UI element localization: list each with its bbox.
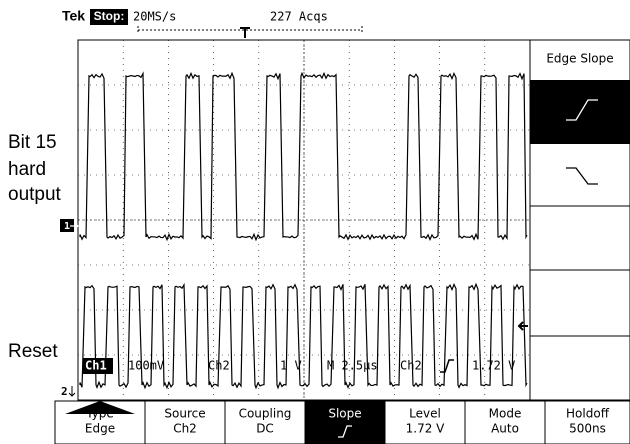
trigger-level-marker bbox=[519, 322, 528, 330]
channel1-label: Bit 15 bbox=[8, 132, 57, 153]
menu-label: Holdoff bbox=[566, 407, 610, 421]
ch1-scale: 100mV bbox=[128, 359, 164, 373]
trigger-position bbox=[240, 28, 250, 38]
menu-value: Ch2 bbox=[173, 422, 197, 436]
timebase: M 2.5µs bbox=[327, 359, 378, 373]
ch2-scale: 1 V bbox=[280, 359, 302, 373]
side-menu: Edge Slope bbox=[530, 40, 630, 400]
trigger-slope-icon bbox=[440, 360, 454, 372]
ch2-status: Ch2 bbox=[208, 359, 230, 373]
side-menu-title: Edge Slope bbox=[546, 52, 613, 66]
oscilloscope-screen: Tek Stop: 20MS/s 227 Acqs Bit 15 hard ou… bbox=[0, 0, 630, 444]
menu-label: Mode bbox=[489, 407, 522, 421]
ch1-status: Ch1 bbox=[85, 359, 107, 373]
channel1-label: hard bbox=[8, 159, 46, 180]
menu-label: Slope bbox=[328, 407, 361, 421]
trigger-level: 1.72 V bbox=[472, 359, 515, 373]
ch2-marker: 2 bbox=[61, 385, 68, 398]
menu-value: 500ns bbox=[569, 422, 606, 436]
menu-label: Level bbox=[409, 407, 441, 421]
rising-slope-button[interactable] bbox=[530, 80, 630, 144]
menu-value: Edge bbox=[85, 422, 115, 436]
menu-label: Coupling bbox=[239, 407, 292, 421]
ch2-marker-arrow bbox=[69, 386, 75, 396]
menu-value: DC bbox=[256, 422, 274, 436]
channel1-trace bbox=[80, 73, 527, 240]
menu-value: 1.72 V bbox=[406, 422, 446, 436]
trigger-source: Ch2 bbox=[400, 359, 422, 373]
acq-state: Stop: bbox=[94, 9, 125, 23]
menu-label: Source bbox=[164, 407, 205, 421]
channel1-label: output bbox=[8, 184, 62, 205]
brand: Tek bbox=[62, 8, 85, 24]
sample-rate: 20MS/s bbox=[133, 10, 176, 24]
acquisitions: 227 Acqs bbox=[270, 10, 328, 24]
channel2-label: Reset bbox=[8, 341, 58, 362]
menu-value: Auto bbox=[491, 422, 519, 436]
ch1-marker: 1 bbox=[64, 221, 70, 232]
